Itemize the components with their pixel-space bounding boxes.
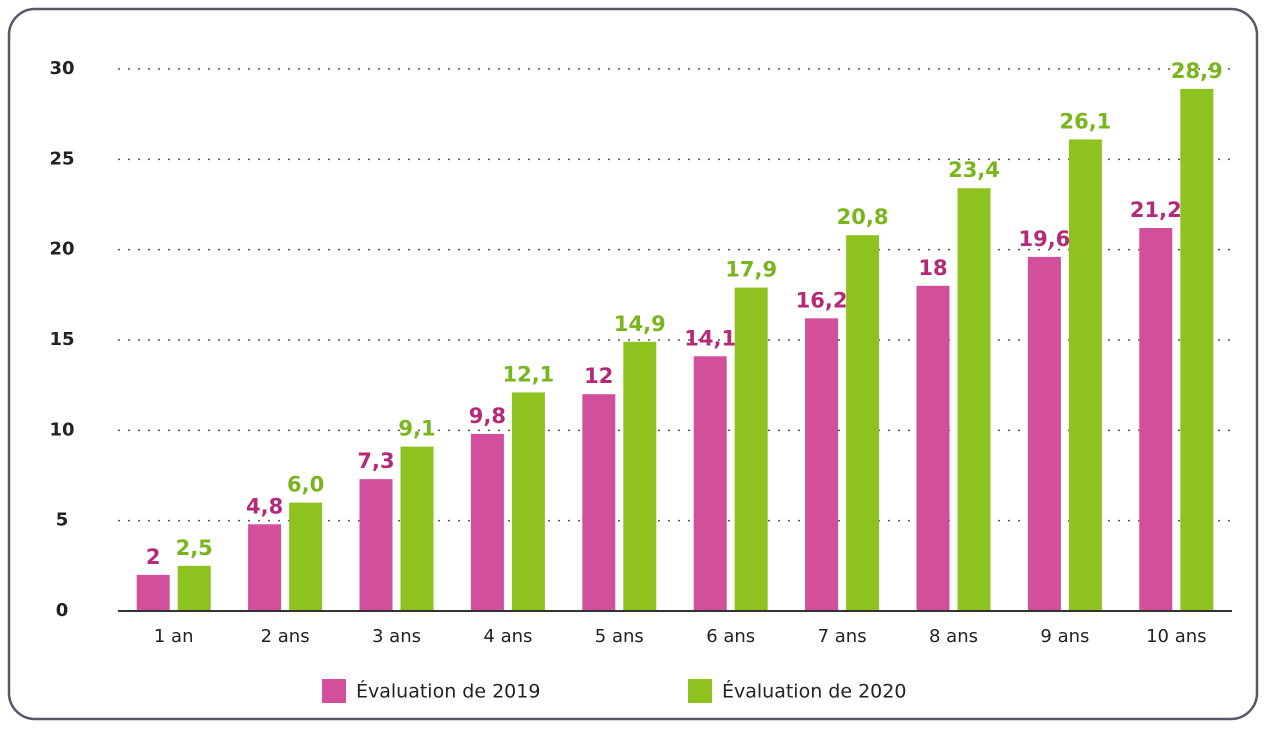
value-label: 14,9	[614, 312, 666, 336]
x-tick-label: 8 ans	[929, 626, 978, 647]
bar	[177, 565, 211, 611]
x-tick-label: 2 ans	[261, 626, 310, 647]
value-label: 2,5	[176, 536, 213, 560]
bar	[1180, 88, 1214, 611]
bar	[805, 318, 839, 611]
bar	[734, 287, 768, 611]
x-tick-label: 1 an	[154, 626, 194, 647]
bar	[400, 446, 434, 611]
x-tick-label: 10 ans	[1146, 626, 1206, 647]
y-tick-label: 0	[56, 600, 69, 621]
bar	[693, 356, 727, 611]
y-tick-label: 15	[49, 329, 74, 350]
bar	[1027, 256, 1061, 611]
bar	[623, 341, 657, 611]
bar	[582, 394, 616, 611]
x-tick-label: 3 ans	[372, 626, 421, 647]
x-tick-label: 5 ans	[595, 626, 644, 647]
value-label: 14,1	[684, 326, 736, 350]
bar	[916, 285, 950, 611]
value-label: 4,8	[246, 494, 283, 518]
x-tick-label: 7 ans	[818, 626, 867, 647]
bar	[1068, 139, 1102, 611]
value-label: 21,2	[1130, 198, 1182, 222]
value-label: 12,1	[502, 362, 554, 386]
value-label: 26,1	[1059, 109, 1111, 133]
y-tick-label: 5	[56, 510, 69, 531]
x-tick-label: 4 ans	[483, 626, 532, 647]
value-label: 12	[584, 364, 613, 388]
bar	[289, 502, 323, 611]
x-tick-label: 9 ans	[1040, 626, 1089, 647]
bar	[248, 524, 282, 611]
bar	[957, 188, 991, 612]
y-tick-label: 30	[49, 58, 74, 79]
legend-label: Évaluation de 2020	[722, 680, 906, 703]
y-tick-label: 25	[49, 148, 74, 169]
legend-swatch	[688, 679, 712, 703]
value-label: 2	[146, 545, 161, 569]
x-tick-label: 6 ans	[706, 626, 755, 647]
bar	[359, 479, 393, 611]
bar	[1139, 227, 1173, 611]
value-label: 20,8	[837, 205, 889, 229]
value-label: 9,8	[469, 404, 506, 428]
value-label: 16,2	[796, 288, 848, 312]
value-label: 28,9	[1171, 59, 1223, 83]
bar	[511, 392, 545, 611]
y-tick-label: 10	[49, 419, 74, 440]
value-label: 17,9	[725, 258, 777, 282]
bar	[136, 574, 170, 611]
bar	[470, 433, 504, 611]
value-label: 23,4	[948, 158, 1000, 182]
legend-swatch	[322, 679, 346, 703]
value-label: 7,3	[357, 449, 394, 473]
bar	[846, 235, 880, 612]
y-tick-label: 20	[49, 239, 74, 260]
value-label: 6,0	[287, 473, 324, 497]
value-label: 18	[918, 256, 947, 280]
legend-label: Évaluation de 2019	[356, 680, 540, 703]
value-label: 9,1	[398, 417, 435, 441]
value-label: 19,6	[1018, 227, 1070, 251]
